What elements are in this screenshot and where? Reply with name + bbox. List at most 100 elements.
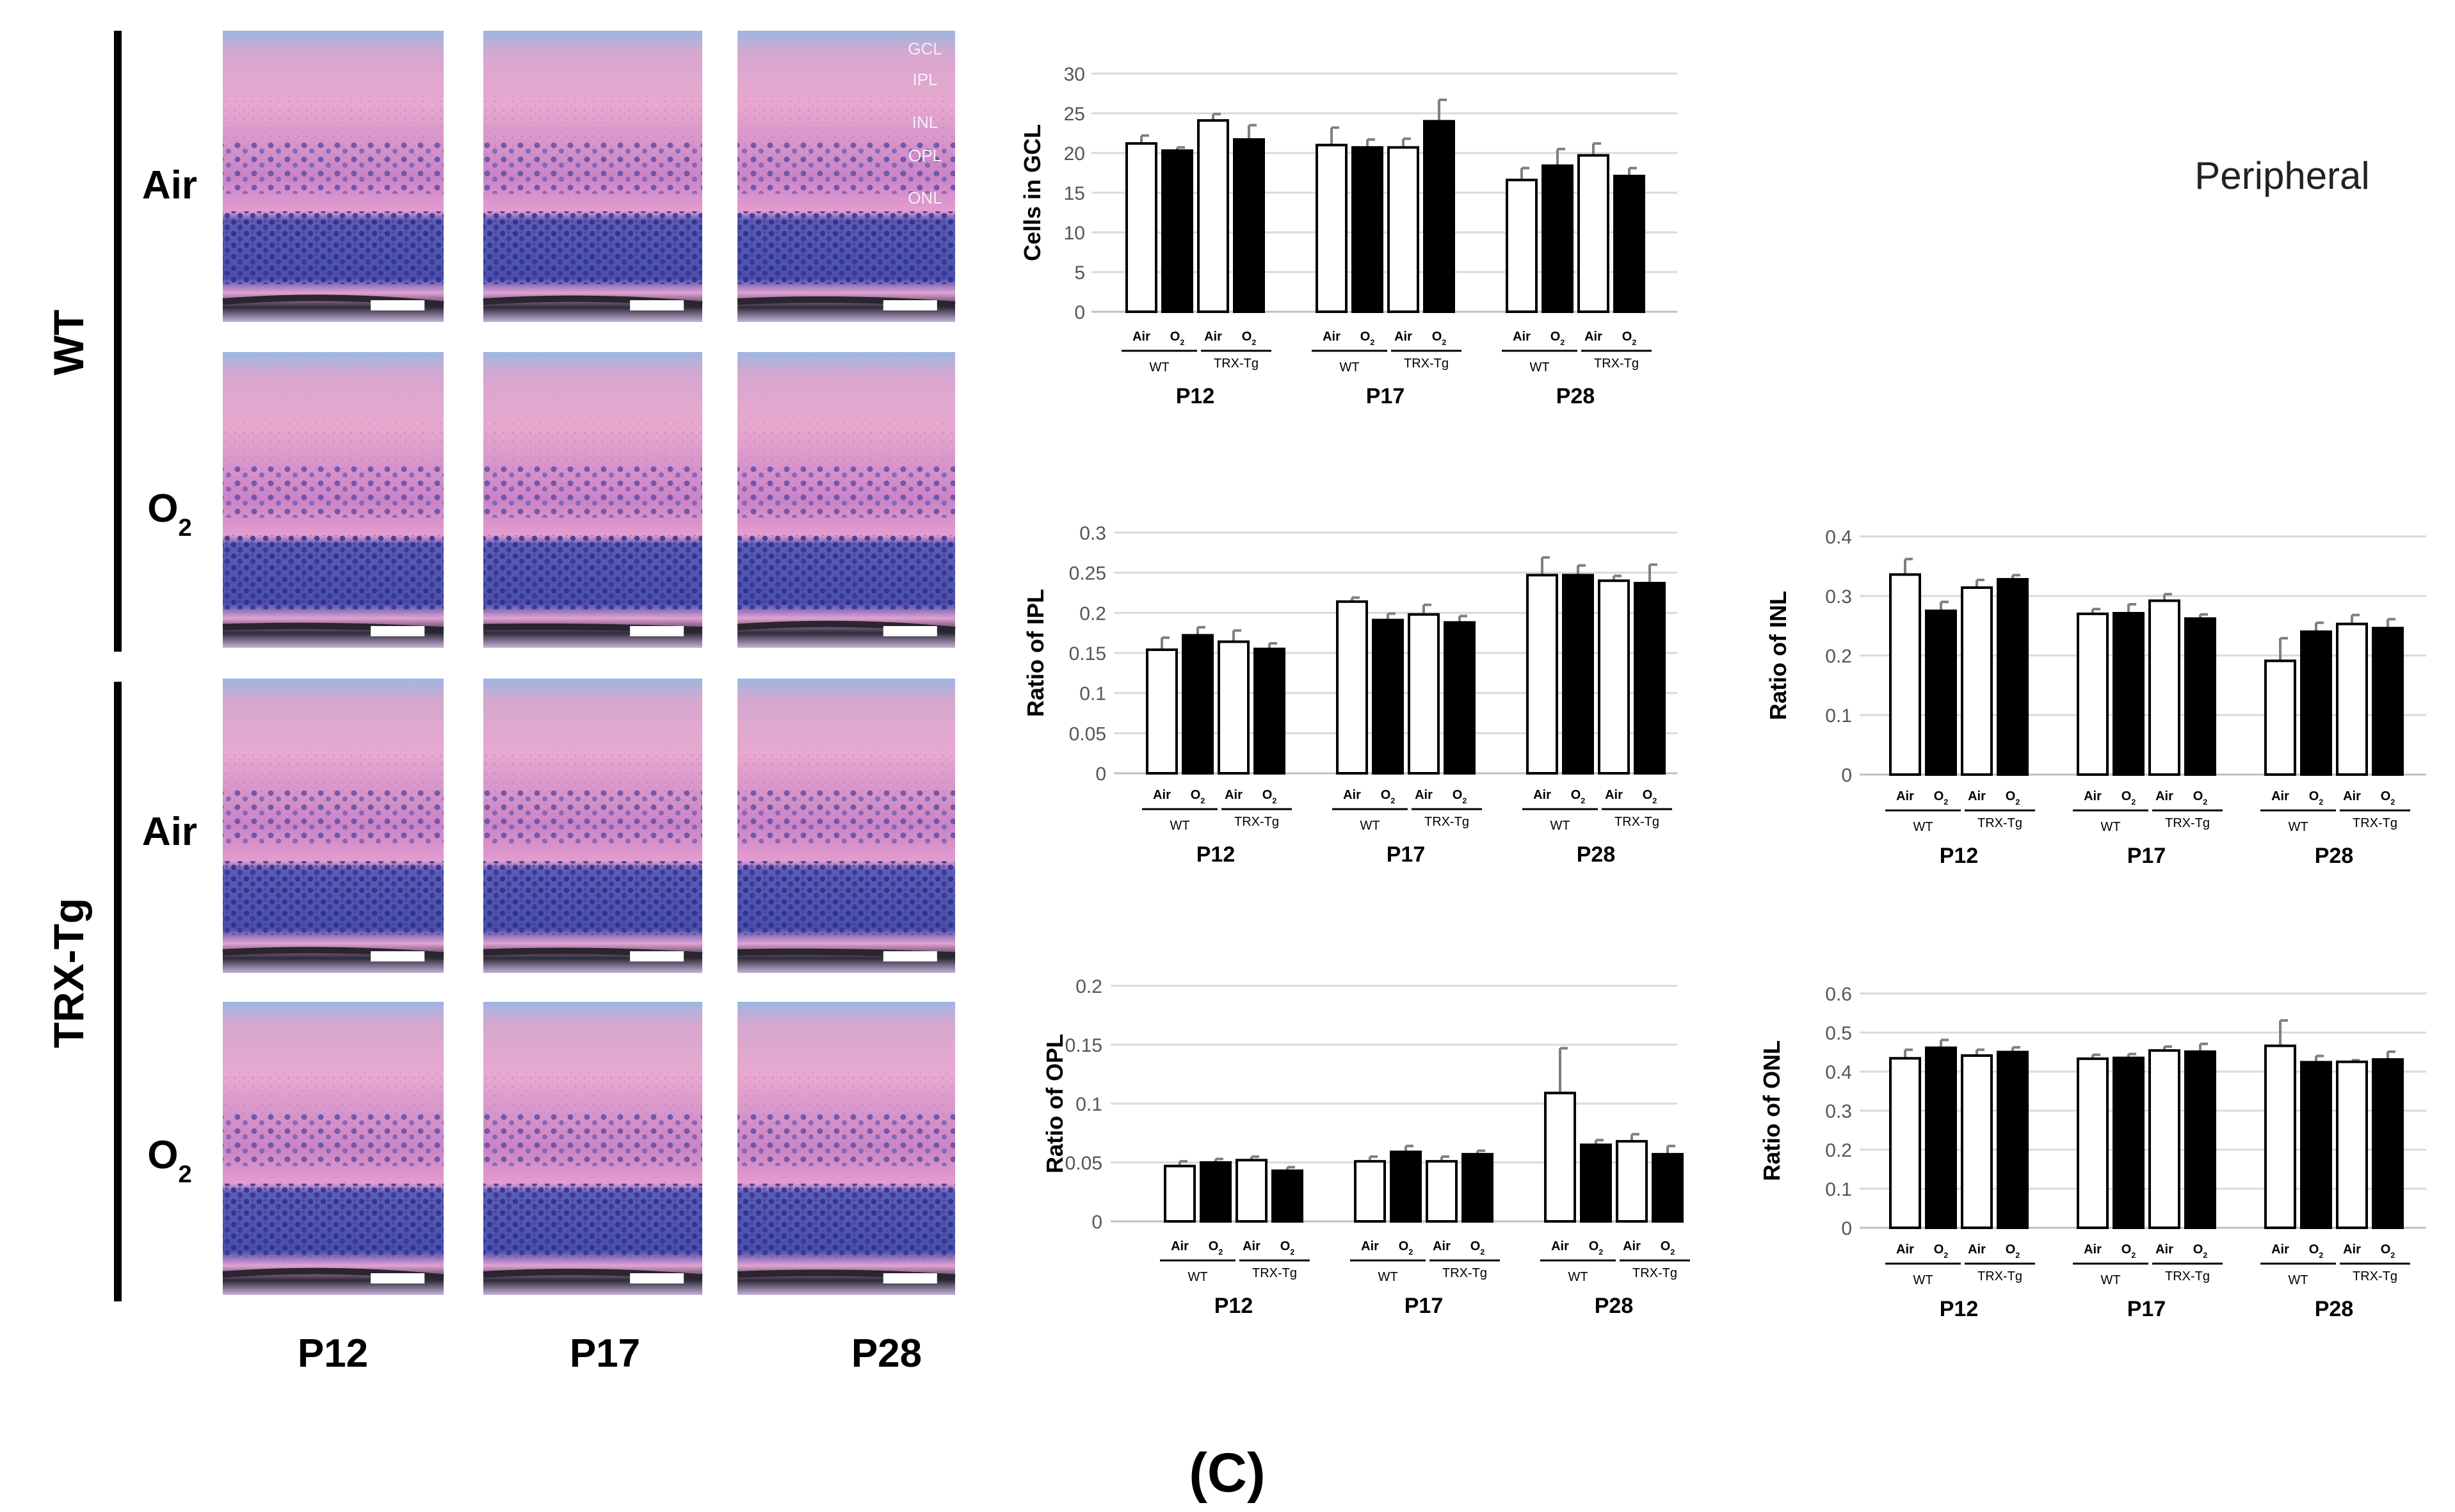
bar — [1997, 577, 2029, 776]
scale-bar — [883, 300, 937, 310]
bar-label: Air — [1132, 330, 1150, 344]
bar-label: Air — [1171, 1239, 1189, 1253]
histology-panel: GCL IPL INL OPL ONL WT TRX-Tg Air O2 Air O2 P12 P17 P… — [45, 31, 956, 1376]
group-label: P17 — [2127, 844, 2166, 868]
group-label-trx: TRX-Tg — [45, 898, 92, 1049]
bar-label: Air — [1323, 330, 1340, 344]
y-tick-label: 0 — [1074, 302, 1085, 323]
bar-label: O2 — [1934, 1243, 1949, 1260]
group-label: P12 — [1176, 384, 1215, 408]
bar — [2264, 659, 2296, 776]
bar — [1997, 1050, 2029, 1229]
y-tick-label: 0.6 — [1825, 984, 1852, 1005]
bar — [1218, 640, 1250, 775]
group-label: P12 — [1196, 842, 1236, 867]
y-tick-label: 0.1 — [1825, 705, 1852, 727]
y-tick-label: 0.5 — [1825, 1023, 1852, 1044]
scale-bar — [630, 626, 684, 636]
onl-layer — [223, 211, 444, 284]
y-axis-label: Ratio of OPL — [1042, 1034, 1068, 1173]
bar — [1125, 142, 1157, 313]
y-tick-label: 0.2 — [1075, 976, 1102, 997]
bar — [1372, 618, 1404, 775]
bar — [1598, 579, 1630, 775]
y-tick-label: 30 — [1064, 64, 1085, 85]
bar-label: Air — [1433, 1239, 1451, 1253]
histology-tile — [483, 352, 703, 648]
bar-label: O2 — [1432, 330, 1447, 347]
bar-label: Air — [2155, 789, 2173, 803]
bar-label: O2 — [1571, 788, 1586, 805]
y-tick-label: 0.15 — [1069, 643, 1106, 664]
genotype-label: WT — [1360, 819, 1380, 833]
bar — [1526, 574, 1558, 775]
genotype-label: TRX-Tg — [1977, 1269, 2022, 1283]
y-tick-label: 0 — [1095, 764, 1106, 785]
row-label: O2 — [147, 1133, 192, 1188]
bar-label: Air — [1243, 1239, 1260, 1253]
chart-ipl: 0 0.05 0.1 0.15 0.2 0.25 0.3 Ratio of IPL Air O2 A… — [1022, 523, 1677, 867]
bar — [2113, 1056, 2145, 1230]
onl-layer — [223, 861, 444, 935]
row-label: Air — [142, 163, 197, 207]
genotype-label: WT — [1529, 360, 1549, 374]
layer-label-onl: ONL — [908, 188, 942, 207]
inl-layer — [737, 790, 955, 844]
bar — [2336, 622, 2368, 776]
inl-layer — [483, 141, 702, 194]
group-label: P28 — [1595, 1294, 1634, 1318]
bar — [1580, 1143, 1612, 1223]
figure-label: (C) — [1189, 1442, 1265, 1504]
bar-label: Air — [1968, 789, 1986, 803]
bar-label: Air — [1533, 788, 1551, 802]
group-bar-trx — [114, 682, 122, 1301]
bar — [1925, 609, 1957, 776]
layer-label-inl: INL — [912, 113, 938, 132]
bar-label: O2 — [1209, 1239, 1223, 1257]
inl-layer — [223, 790, 444, 844]
y-tick-label: 0.25 — [1069, 563, 1106, 584]
bar — [2148, 1049, 2180, 1230]
genotype-label: WT — [1187, 1270, 1207, 1284]
bar-label: O2 — [2381, 1243, 2395, 1260]
y-tick-label: 0 — [1841, 1218, 1852, 1239]
group-label: P17 — [2127, 1297, 2166, 1321]
bar — [1271, 1169, 1303, 1223]
layer-label-opl: OPL — [908, 146, 942, 165]
bar — [1925, 1046, 1957, 1230]
y-tick-label: 0.3 — [1825, 586, 1852, 607]
genotype-label: WT — [1149, 360, 1169, 374]
genotype-label: TRX-Tg — [2353, 1269, 2397, 1283]
genotype-label: WT — [1913, 820, 1933, 834]
bar — [1506, 179, 1538, 313]
bar — [2372, 627, 2404, 776]
genotype-label: WT — [2100, 1273, 2120, 1287]
y-tick-label: 20 — [1064, 143, 1085, 165]
genotype-label: WT — [1378, 1270, 1397, 1284]
y-axis-label: Cells in GCL — [1019, 124, 1045, 261]
bar — [2264, 1044, 2296, 1229]
genotype-label: TRX-Tg — [1977, 816, 2022, 830]
group-label: P28 — [2315, 844, 2354, 868]
bar-label: O2 — [1170, 330, 1185, 347]
genotype-label: WT — [1913, 1273, 1933, 1287]
bar — [1961, 1054, 1993, 1229]
histology-tile — [737, 679, 956, 973]
y-axis-label: Ratio of IPL — [1022, 589, 1049, 717]
bar — [1408, 613, 1440, 775]
bar — [2077, 612, 2109, 776]
y-tick-label: 0.05 — [1069, 723, 1106, 744]
bar — [1444, 621, 1476, 775]
bar — [1889, 1057, 1921, 1229]
y-tick-label: 0.4 — [1825, 1062, 1852, 1083]
bar-label: O2 — [1643, 788, 1657, 805]
bar-label: O2 — [2006, 1243, 2020, 1260]
row-label: O2 — [147, 487, 192, 542]
group-label: P17 — [1366, 384, 1405, 408]
bar — [1197, 119, 1229, 313]
genotype-label: TRX-Tg — [1234, 815, 1279, 829]
bar — [1652, 1153, 1684, 1223]
bar — [1164, 1164, 1196, 1223]
bar-label: O2 — [1280, 1239, 1295, 1257]
